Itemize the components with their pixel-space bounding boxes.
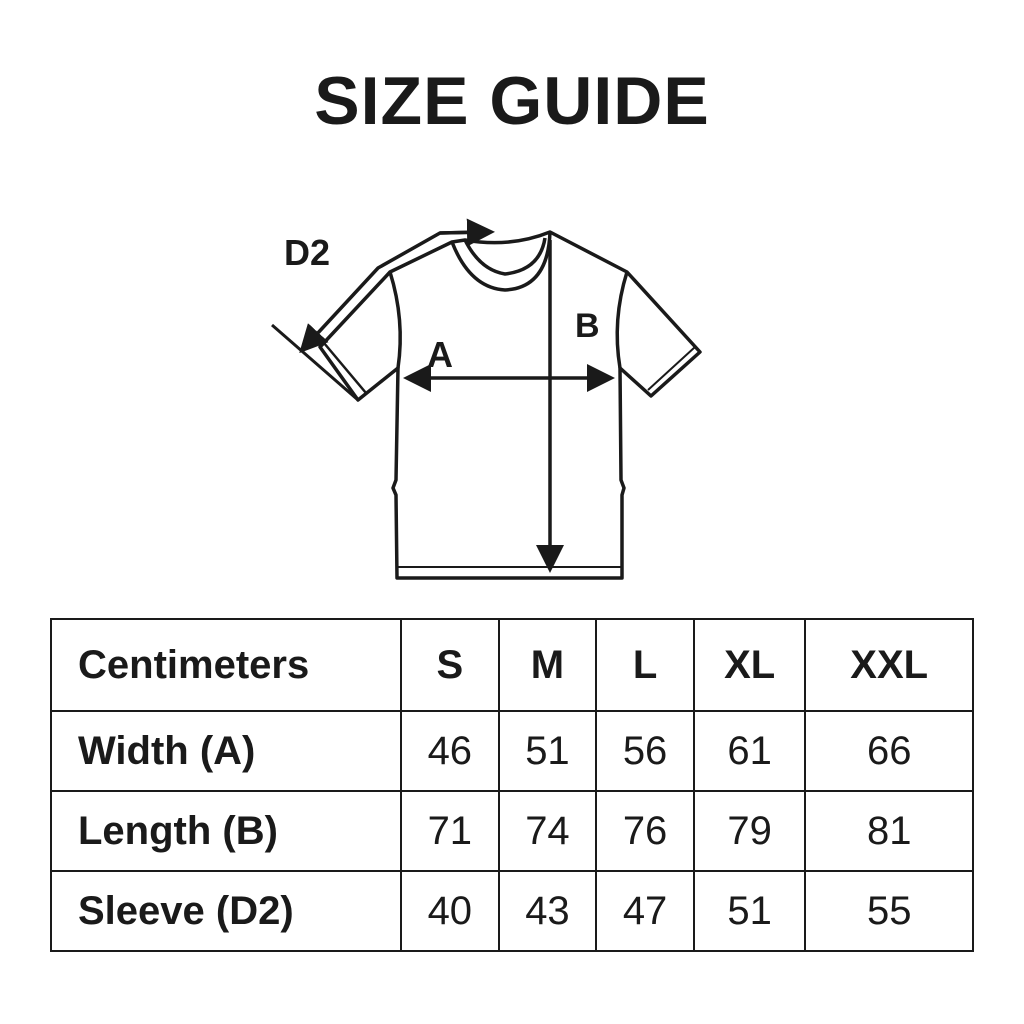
right-armhole xyxy=(615,271,629,369)
size-table: Centimeters S M L XL XXL Width (A) 46 51… xyxy=(50,618,974,952)
header-cell: XL xyxy=(692,618,807,712)
header-cell: L xyxy=(595,618,695,712)
table-row: Sleeve (D2) 40 43 47 51 55 xyxy=(50,870,974,952)
cell: 66 xyxy=(804,710,974,792)
collar-inner xyxy=(463,237,547,276)
cell: 76 xyxy=(595,790,695,872)
label-a: A xyxy=(427,334,453,375)
cell: 40 xyxy=(400,870,500,952)
cell: 43 xyxy=(497,870,598,952)
row-label: Width (A) xyxy=(50,710,402,792)
left-armhole xyxy=(388,271,402,369)
cell: 61 xyxy=(692,710,807,792)
sleeve-end-tick xyxy=(271,323,359,402)
left-cuff xyxy=(323,342,367,394)
right-cuff xyxy=(647,346,696,391)
header-cell: S xyxy=(400,618,500,712)
header-cell: XXL xyxy=(804,618,974,712)
cell: 71 xyxy=(400,790,500,872)
cell: 55 xyxy=(804,870,974,952)
cell: 81 xyxy=(804,790,974,872)
page-title: SIZE GUIDE xyxy=(314,63,710,139)
shirt-outline xyxy=(318,230,702,580)
cell: 51 xyxy=(497,710,598,792)
tshirt-diagram: D2 A B xyxy=(271,218,702,580)
cell: 74 xyxy=(497,790,598,872)
cell: 79 xyxy=(692,790,807,872)
cell: 51 xyxy=(692,870,807,952)
shoulder-measure-arrow xyxy=(439,218,495,247)
header-cell: M xyxy=(497,618,598,712)
label-b: B xyxy=(575,307,600,345)
table-row: Width (A) 46 51 56 61 66 xyxy=(50,710,974,792)
table-row: Length (B) 71 74 76 79 81 xyxy=(50,790,974,872)
cell: 47 xyxy=(595,870,695,952)
label-d2: D2 xyxy=(284,232,330,273)
row-label: Length (B) xyxy=(50,790,402,872)
table-header-row: Centimeters S M L XL XXL xyxy=(50,618,974,712)
row-label: Sleeve (D2) xyxy=(50,870,402,952)
header-cell: Centimeters xyxy=(50,618,402,712)
collar-outer xyxy=(450,231,552,292)
cell: 46 xyxy=(400,710,500,792)
cell: 56 xyxy=(595,710,695,792)
